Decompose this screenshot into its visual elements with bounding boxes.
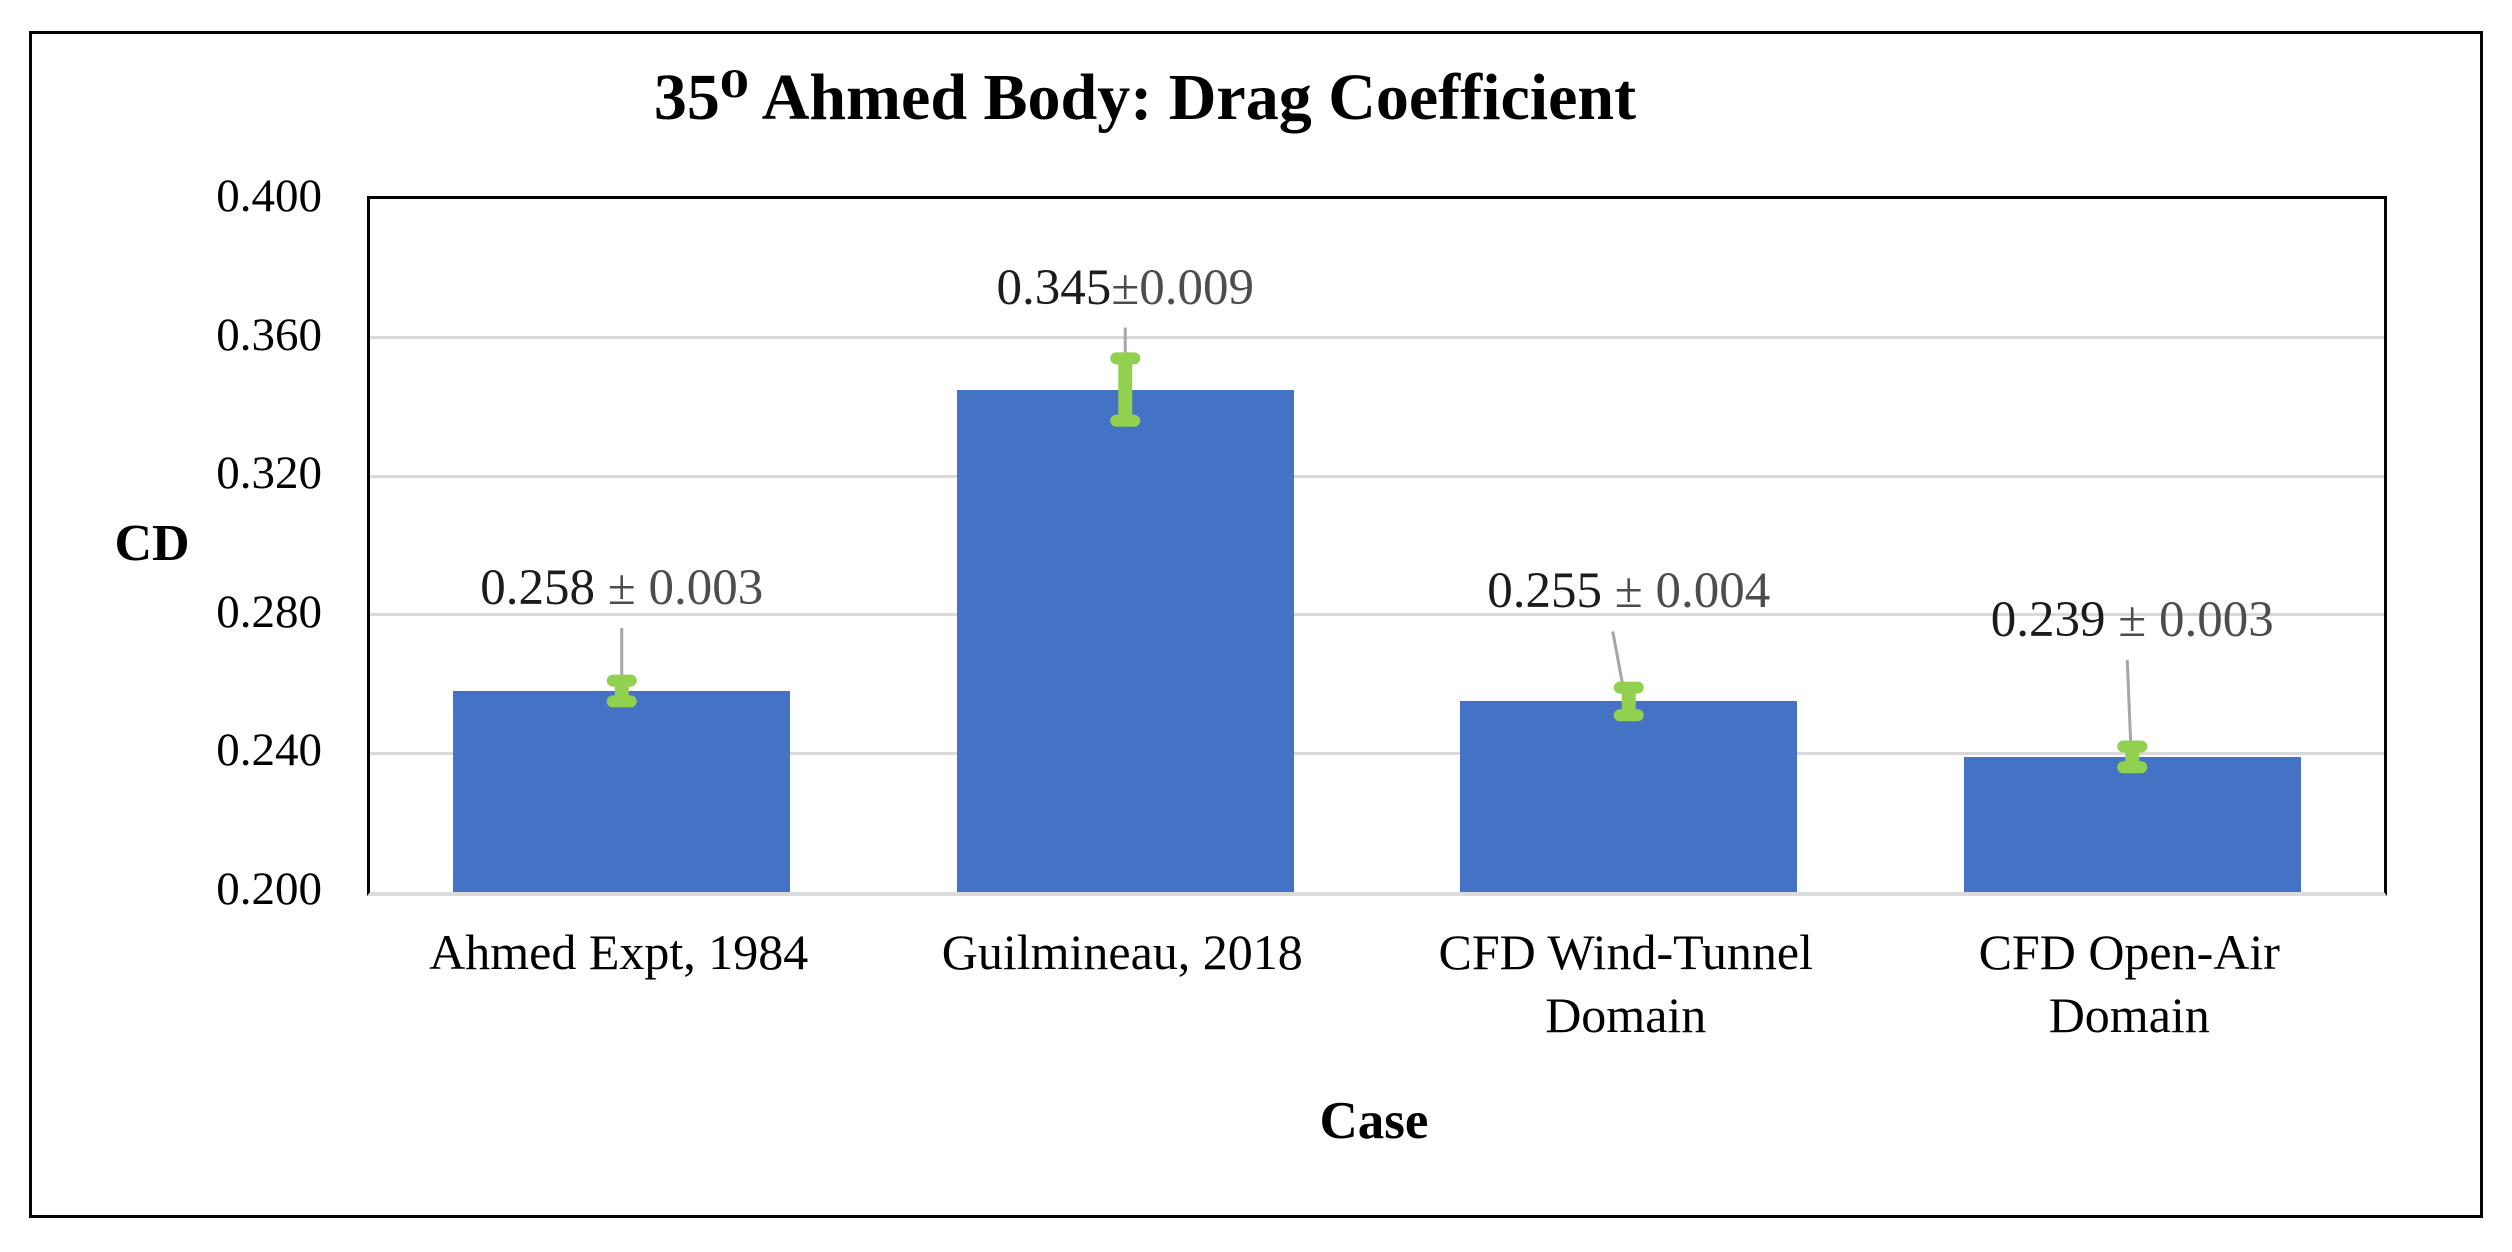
y-tick-label: 0.280	[216, 585, 322, 638]
data-label-value: 0.258	[480, 560, 595, 617]
data-label-value: 0.345	[996, 259, 1112, 316]
y-tick-label: 0.360	[216, 308, 322, 361]
y-tick-label: 0.400	[216, 170, 322, 222]
data-label-2: 0.345±0.009	[775, 250, 1475, 326]
error-bar-1	[606, 674, 637, 708]
data-label-uncertainty: ±0.009	[1111, 259, 1254, 316]
gridline-0.280	[370, 613, 2384, 617]
gridline-0.320	[370, 474, 2384, 478]
bar-1	[453, 691, 791, 892]
data-label-uncertainty: ± 0.004	[1602, 563, 1771, 620]
gridline-0.240	[370, 751, 2384, 755]
category-label-3: CFD Wind-Tunnel Domain	[1438, 924, 1813, 1043]
category-label-4: CFD Open-Air Domain	[1978, 924, 2280, 1043]
y-tick-label: 0.320	[216, 447, 322, 500]
bar-3	[1460, 701, 1798, 892]
plot-area: 0.258 ± 0.003 0.345±0.009 0.255 ± 0.004 0.2…	[367, 196, 2387, 896]
data-label-uncertainty: ± 0.003	[2105, 591, 2274, 648]
error-bar-cap-bottom	[2117, 761, 2148, 774]
gridline-0.360	[370, 336, 2384, 340]
error-bar-cap-top	[606, 674, 637, 687]
error-bar-cap-top	[1613, 681, 1644, 694]
category-label-1: Ahmed Expt, 1984	[429, 924, 809, 980]
data-label-3: 0.255 ± 0.004	[1279, 553, 1979, 629]
error-bar-cap-top	[1110, 352, 1141, 365]
error-bar-2	[1110, 352, 1141, 427]
data-label-uncertainty: ± 0.003	[595, 560, 764, 617]
data-label-1: 0.258 ± 0.003	[272, 550, 972, 626]
x-axis-title: Case	[1319, 1092, 1429, 1150]
error-bar-cap-bottom	[606, 695, 637, 708]
bar-4	[1963, 756, 2301, 892]
error-bar-3	[1613, 681, 1644, 722]
error-bar-cap-bottom	[1613, 709, 1644, 722]
error-bar-cap-top	[2117, 740, 2148, 753]
category-label-2: Guilmineau, 2018	[941, 924, 1303, 980]
y-tick-label: 0.200	[216, 863, 322, 915]
data-label-value: 0.255	[1487, 563, 1602, 620]
y-tick-label: 0.240	[216, 724, 322, 777]
error-bar-4	[2117, 740, 2148, 774]
data-label-value: 0.239	[1990, 591, 2106, 648]
error-bar-stem	[1621, 687, 1636, 716]
error-bar-stem	[1118, 358, 1133, 421]
chart-title: 35⁰ Ahmed Body: Drag Coefficient	[653, 61, 1637, 134]
error-bar-overlay	[606, 327, 2148, 774]
bar-2	[956, 389, 1294, 892]
error-bar-cap-bottom	[1110, 414, 1141, 427]
data-label-4: 0.239 ± 0.003	[1782, 582, 2482, 658]
y-axis-title: CD	[114, 515, 190, 572]
